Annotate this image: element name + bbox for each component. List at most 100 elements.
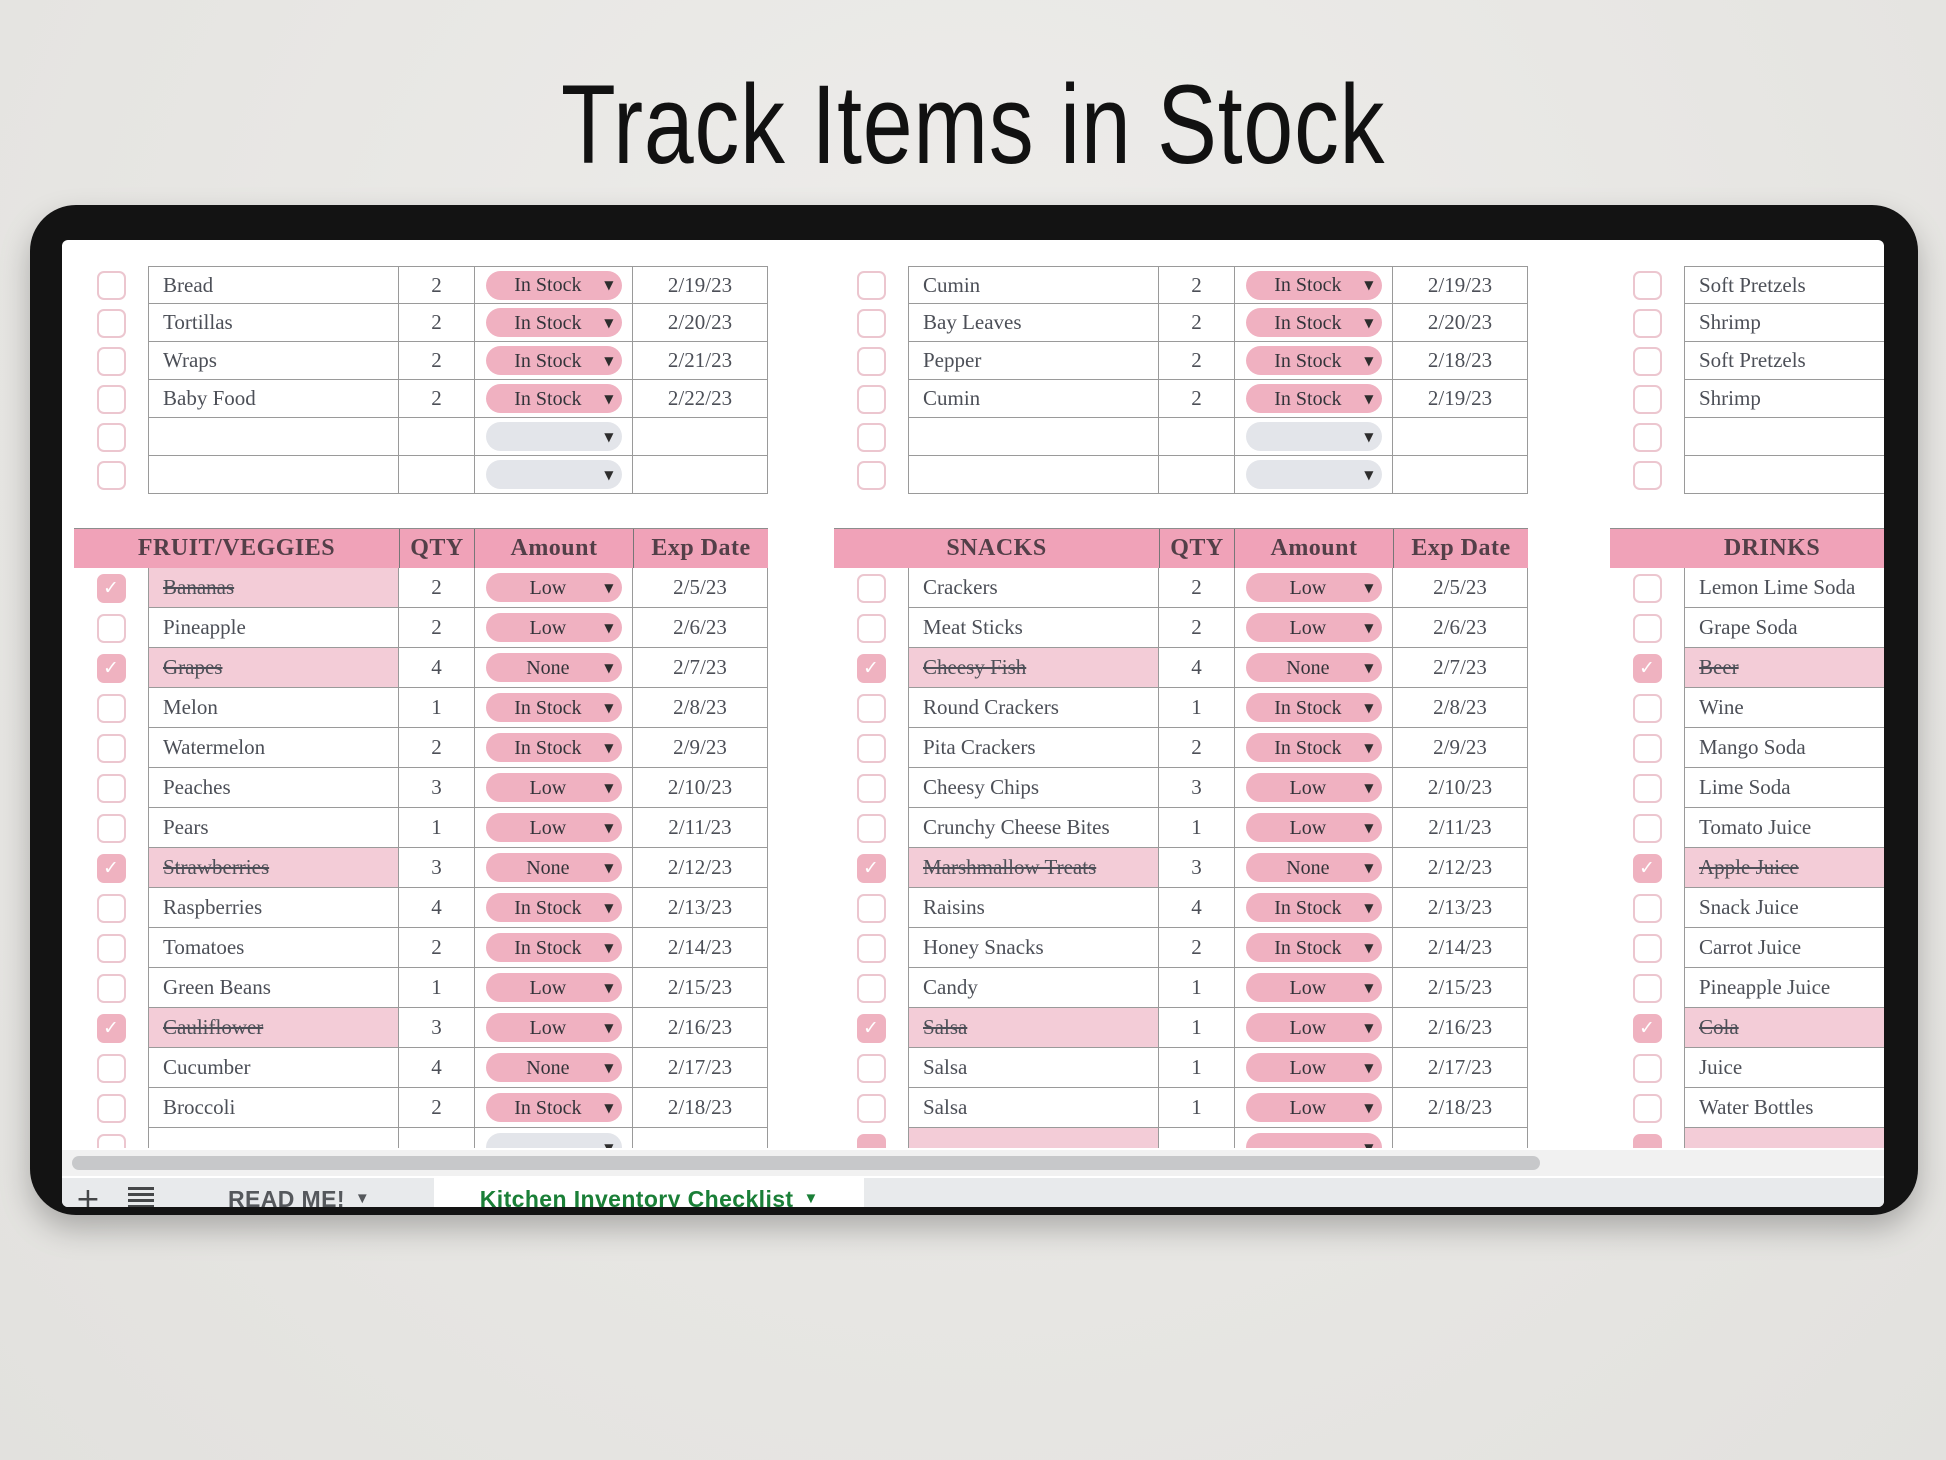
- amount-dropdown[interactable]: In Stock ▼: [485, 384, 622, 413]
- item-name-cell[interactable]: Green Beans: [148, 968, 399, 1008]
- amount-dropdown[interactable]: In Stock ▼: [485, 308, 622, 337]
- all-sheets-icon[interactable]: [114, 1182, 168, 1207]
- item-name-cell[interactable]: [148, 456, 399, 494]
- item-name-cell[interactable]: Lemon Lime Soda: [1684, 568, 1884, 608]
- item-amount-cell[interactable]: ▼: [475, 418, 633, 456]
- item-exp-date-cell[interactable]: [1393, 1128, 1528, 1148]
- item-amount-cell[interactable]: In Stock ▼: [1235, 342, 1393, 380]
- item-amount-cell[interactable]: In Stock ▼: [1235, 304, 1393, 342]
- item-checkbox[interactable]: [96, 1053, 126, 1083]
- item-name-cell[interactable]: Carrot Juice: [1684, 928, 1884, 968]
- item-qty-cell[interactable]: 2: [1159, 266, 1235, 304]
- amount-dropdown[interactable]: Low ▼: [485, 973, 622, 1002]
- item-name-cell[interactable]: Water Bottles: [1684, 1088, 1884, 1128]
- item-checkbox[interactable]: [856, 460, 886, 490]
- amount-dropdown[interactable]: In Stock ▼: [1245, 693, 1382, 722]
- amount-dropdown[interactable]: Low ▼: [1245, 1013, 1382, 1042]
- amount-dropdown[interactable]: In Stock ▼: [485, 893, 622, 922]
- item-name-cell[interactable]: Pears: [148, 808, 399, 848]
- item-name-cell[interactable]: [148, 1128, 399, 1148]
- amount-dropdown[interactable]: In Stock ▼: [485, 346, 622, 375]
- item-qty-cell[interactable]: 2: [399, 1088, 475, 1128]
- item-qty-cell[interactable]: 2: [1159, 608, 1235, 648]
- item-checkbox[interactable]: [856, 384, 886, 414]
- item-exp-date-cell[interactable]: 2/13/23: [633, 888, 768, 928]
- item-checkbox[interactable]: [856, 973, 886, 1003]
- item-exp-date-cell[interactable]: 2/7/23: [1393, 648, 1528, 688]
- amount-dropdown[interactable]: Low ▼: [1245, 1093, 1382, 1122]
- item-name-cell[interactable]: Pineapple Juice: [1684, 968, 1884, 1008]
- item-name-cell[interactable]: Melon: [148, 688, 399, 728]
- item-qty-cell[interactable]: 2: [1159, 568, 1235, 608]
- item-checkbox[interactable]: [856, 346, 886, 376]
- item-amount-cell[interactable]: In Stock ▼: [475, 266, 633, 304]
- item-name-cell[interactable]: Round Crackers: [908, 688, 1159, 728]
- item-checkbox[interactable]: [96, 773, 126, 803]
- item-name-cell[interactable]: Lime Soda: [1684, 768, 1884, 808]
- item-checkbox[interactable]: [1632, 573, 1662, 603]
- item-amount-cell[interactable]: Low ▼: [475, 968, 633, 1008]
- item-qty-cell[interactable]: 1: [399, 688, 475, 728]
- item-amount-cell[interactable]: ▼: [475, 456, 633, 494]
- amount-dropdown[interactable]: Low ▼: [1245, 573, 1382, 602]
- item-exp-date-cell[interactable]: 2/10/23: [1393, 768, 1528, 808]
- item-qty-cell[interactable]: 2: [399, 928, 475, 968]
- item-amount-cell[interactable]: Low ▼: [1235, 1048, 1393, 1088]
- item-exp-date-cell[interactable]: 2/10/23: [633, 768, 768, 808]
- item-checkbox[interactable]: [856, 933, 886, 963]
- amount-dropdown[interactable]: In Stock ▼: [1245, 733, 1382, 762]
- item-qty-cell[interactable]: 4: [399, 648, 475, 688]
- item-amount-cell[interactable]: Low ▼: [475, 808, 633, 848]
- item-checkbox[interactable]: ✓: [96, 1013, 126, 1043]
- item-qty-cell[interactable]: 2: [1159, 342, 1235, 380]
- item-name-cell[interactable]: Cola: [1684, 1008, 1884, 1048]
- item-qty-cell[interactable]: [1159, 456, 1235, 494]
- item-exp-date-cell[interactable]: 2/19/23: [1393, 380, 1528, 418]
- item-checkbox[interactable]: [96, 1093, 126, 1123]
- item-qty-cell[interactable]: 4: [399, 888, 475, 928]
- item-exp-date-cell[interactable]: 2/9/23: [633, 728, 768, 768]
- item-exp-date-cell[interactable]: 2/5/23: [1393, 568, 1528, 608]
- item-exp-date-cell[interactable]: 2/19/23: [1393, 266, 1528, 304]
- item-checkbox[interactable]: [856, 773, 886, 803]
- item-name-cell[interactable]: Shrimp: [1684, 380, 1884, 418]
- item-amount-cell[interactable]: Low ▼: [475, 1008, 633, 1048]
- item-qty-cell[interactable]: [399, 418, 475, 456]
- item-qty-cell[interactable]: 2: [399, 608, 475, 648]
- item-amount-cell[interactable]: None ▼: [1235, 648, 1393, 688]
- item-checkbox[interactable]: [856, 813, 886, 843]
- item-name-cell[interactable]: Wine: [1684, 688, 1884, 728]
- item-name-cell[interactable]: [1684, 418, 1884, 456]
- item-exp-date-cell[interactable]: 2/14/23: [1393, 928, 1528, 968]
- item-qty-cell[interactable]: 1: [1159, 808, 1235, 848]
- item-checkbox[interactable]: [856, 1053, 886, 1083]
- item-exp-date-cell[interactable]: 2/18/23: [1393, 1088, 1528, 1128]
- item-exp-date-cell[interactable]: [633, 456, 768, 494]
- item-qty-cell[interactable]: 2: [399, 568, 475, 608]
- item-exp-date-cell[interactable]: 2/8/23: [1393, 688, 1528, 728]
- item-qty-cell[interactable]: 4: [1159, 888, 1235, 928]
- item-name-cell[interactable]: Salsa: [908, 1088, 1159, 1128]
- item-amount-cell[interactable]: In Stock ▼: [1235, 266, 1393, 304]
- item-amount-cell[interactable]: In Stock ▼: [475, 888, 633, 928]
- item-checkbox[interactable]: ✓: [1632, 653, 1662, 683]
- amount-dropdown[interactable]: Low ▼: [1245, 1053, 1382, 1082]
- item-checkbox[interactable]: [856, 893, 886, 923]
- item-name-cell[interactable]: Crunchy Cheese Bites: [908, 808, 1159, 848]
- item-checkbox[interactable]: [1632, 384, 1662, 414]
- item-name-cell[interactable]: Salsa: [908, 1048, 1159, 1088]
- item-checkbox[interactable]: [856, 1133, 886, 1148]
- item-qty-cell[interactable]: 1: [1159, 1048, 1235, 1088]
- amount-dropdown[interactable]: In Stock ▼: [1245, 308, 1382, 337]
- amount-dropdown[interactable]: Low ▼: [485, 573, 622, 602]
- item-name-cell[interactable]: Pita Crackers: [908, 728, 1159, 768]
- item-checkbox[interactable]: ✓: [1632, 1013, 1662, 1043]
- item-amount-cell[interactable]: Low ▼: [475, 568, 633, 608]
- item-checkbox[interactable]: ✓: [96, 653, 126, 683]
- item-name-cell[interactable]: Cumin: [908, 380, 1159, 418]
- item-qty-cell[interactable]: [1159, 418, 1235, 456]
- item-amount-cell[interactable]: In Stock ▼: [475, 342, 633, 380]
- item-exp-date-cell[interactable]: [1393, 456, 1528, 494]
- item-amount-cell[interactable]: ▼: [1235, 418, 1393, 456]
- item-checkbox[interactable]: [856, 613, 886, 643]
